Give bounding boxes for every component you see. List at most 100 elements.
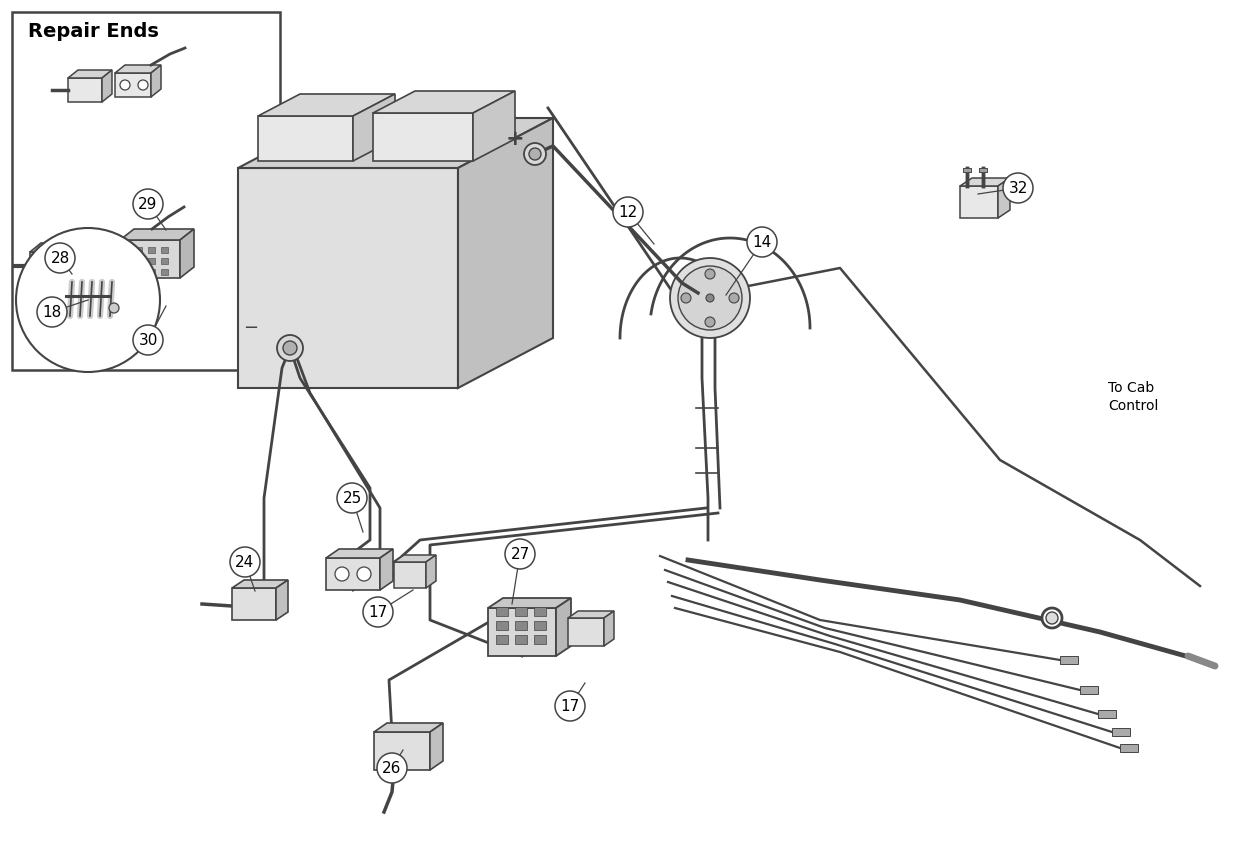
Polygon shape bbox=[233, 588, 276, 620]
Text: 12: 12 bbox=[618, 205, 637, 219]
Polygon shape bbox=[473, 91, 515, 161]
Circle shape bbox=[747, 227, 777, 257]
Polygon shape bbox=[489, 608, 555, 656]
Bar bbox=[515, 607, 527, 616]
Circle shape bbox=[529, 148, 541, 160]
Circle shape bbox=[283, 341, 297, 355]
Circle shape bbox=[1047, 612, 1058, 624]
Polygon shape bbox=[380, 549, 393, 590]
Polygon shape bbox=[276, 580, 288, 620]
Circle shape bbox=[230, 547, 260, 577]
Polygon shape bbox=[458, 118, 553, 388]
Text: 27: 27 bbox=[511, 547, 529, 562]
Polygon shape bbox=[960, 178, 1009, 186]
Circle shape bbox=[1042, 608, 1063, 628]
Bar bbox=[534, 607, 546, 616]
Polygon shape bbox=[960, 186, 998, 218]
Bar bbox=[1060, 656, 1077, 664]
Polygon shape bbox=[115, 73, 151, 97]
Polygon shape bbox=[151, 65, 161, 97]
Text: 30: 30 bbox=[139, 332, 157, 348]
Circle shape bbox=[706, 294, 714, 302]
Polygon shape bbox=[71, 243, 80, 280]
Text: 17: 17 bbox=[560, 699, 580, 713]
Polygon shape bbox=[426, 555, 435, 588]
Circle shape bbox=[336, 483, 367, 513]
Polygon shape bbox=[374, 723, 443, 732]
Bar bbox=[122, 258, 129, 264]
Bar bbox=[122, 247, 129, 253]
Polygon shape bbox=[568, 611, 614, 618]
Circle shape bbox=[614, 197, 643, 227]
Text: 18: 18 bbox=[42, 305, 62, 320]
Text: 26: 26 bbox=[382, 761, 402, 776]
Text: 32: 32 bbox=[1008, 180, 1028, 195]
Polygon shape bbox=[115, 65, 161, 73]
Polygon shape bbox=[68, 70, 113, 78]
Text: 25: 25 bbox=[343, 491, 361, 506]
Circle shape bbox=[362, 597, 393, 627]
Circle shape bbox=[134, 189, 163, 219]
Bar bbox=[534, 621, 546, 630]
Circle shape bbox=[705, 269, 715, 279]
Polygon shape bbox=[30, 252, 71, 280]
Polygon shape bbox=[238, 168, 458, 388]
Polygon shape bbox=[181, 229, 194, 278]
Circle shape bbox=[109, 303, 119, 313]
Bar bbox=[135, 258, 142, 264]
Bar bbox=[161, 247, 168, 253]
Polygon shape bbox=[259, 94, 395, 116]
Bar bbox=[161, 269, 168, 275]
Bar bbox=[1080, 686, 1098, 694]
Circle shape bbox=[335, 567, 349, 581]
Text: Repair Ends: Repair Ends bbox=[28, 22, 158, 41]
Bar bbox=[161, 258, 168, 264]
Circle shape bbox=[37, 297, 67, 327]
Bar bbox=[148, 247, 155, 253]
Polygon shape bbox=[374, 91, 515, 113]
Circle shape bbox=[120, 80, 130, 90]
Bar bbox=[978, 168, 987, 172]
Polygon shape bbox=[101, 70, 113, 102]
Circle shape bbox=[524, 143, 546, 165]
Polygon shape bbox=[489, 598, 571, 608]
Polygon shape bbox=[353, 94, 395, 161]
Text: 29: 29 bbox=[139, 196, 157, 212]
Bar bbox=[122, 269, 129, 275]
Bar bbox=[135, 269, 142, 275]
Circle shape bbox=[45, 243, 75, 273]
Text: 28: 28 bbox=[51, 250, 69, 266]
Bar bbox=[962, 168, 971, 172]
Polygon shape bbox=[430, 723, 443, 770]
Bar bbox=[135, 247, 142, 253]
Polygon shape bbox=[327, 558, 380, 590]
Bar bbox=[148, 269, 155, 275]
Bar bbox=[534, 635, 546, 644]
Text: −: − bbox=[242, 319, 259, 337]
Polygon shape bbox=[238, 118, 553, 168]
Polygon shape bbox=[327, 549, 393, 558]
Circle shape bbox=[555, 691, 585, 721]
Circle shape bbox=[682, 293, 691, 303]
Polygon shape bbox=[120, 229, 194, 240]
Polygon shape bbox=[604, 611, 614, 646]
Bar bbox=[515, 621, 527, 630]
Text: Control: Control bbox=[1108, 399, 1158, 413]
Polygon shape bbox=[233, 580, 288, 588]
Polygon shape bbox=[568, 618, 604, 646]
Circle shape bbox=[277, 335, 303, 361]
Bar bbox=[515, 635, 527, 644]
Text: 17: 17 bbox=[369, 605, 387, 619]
Circle shape bbox=[16, 228, 160, 372]
Bar bbox=[12, 12, 280, 370]
Text: 24: 24 bbox=[235, 554, 255, 569]
Polygon shape bbox=[120, 240, 181, 278]
Text: To Cab: To Cab bbox=[1108, 381, 1154, 395]
Circle shape bbox=[505, 539, 534, 569]
Circle shape bbox=[1003, 173, 1033, 203]
Bar bbox=[962, 168, 971, 172]
Polygon shape bbox=[998, 178, 1009, 218]
Polygon shape bbox=[374, 113, 473, 161]
Bar bbox=[1112, 728, 1131, 736]
Circle shape bbox=[705, 317, 715, 327]
